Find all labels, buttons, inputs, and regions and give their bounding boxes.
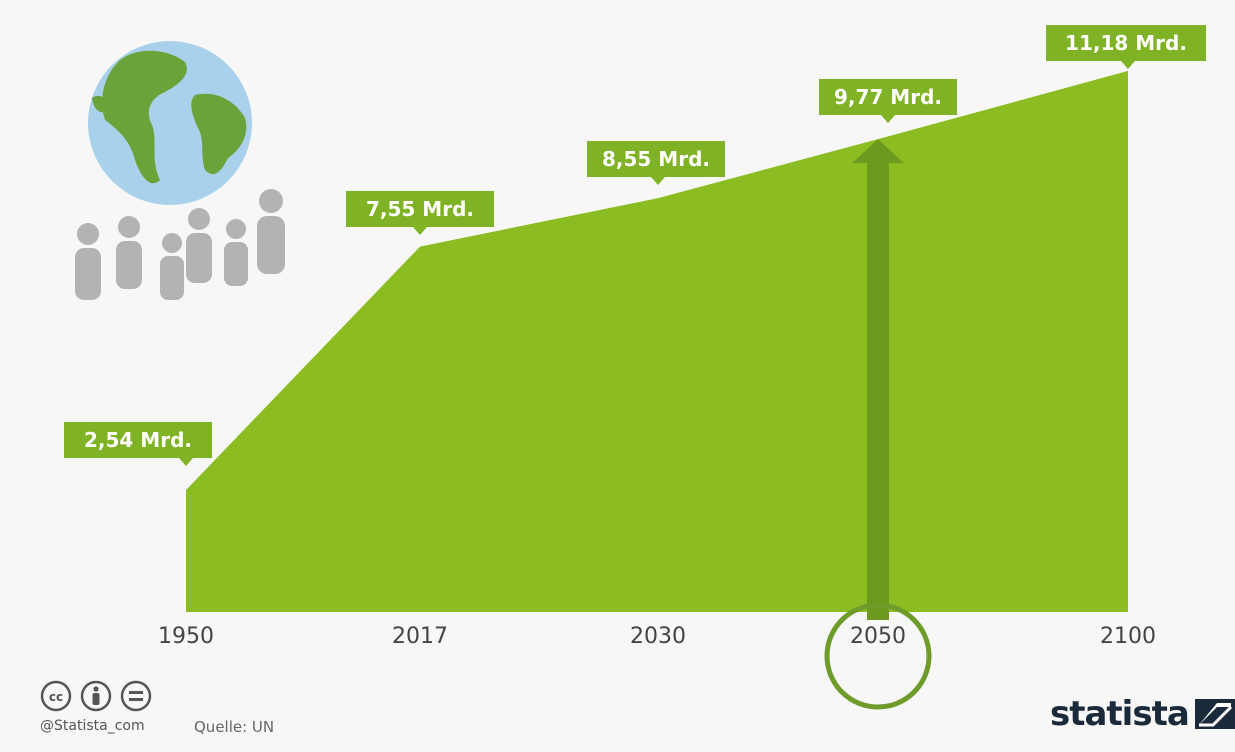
people-group-icon — [75, 189, 285, 300]
data-label-text: 7,55 Mrd. — [366, 197, 474, 221]
highlight-arrow-head — [852, 139, 904, 164]
data-label-text: 2,54 Mrd. — [84, 428, 192, 452]
data-label-2100: 11,18 Mrd. — [1046, 25, 1206, 69]
highlight-circle — [824, 602, 932, 710]
footer-source: Quelle: UN — [194, 718, 275, 736]
statista-mark-icon — [1194, 699, 1235, 729]
population-area — [186, 70, 1128, 612]
x-tick-2017: 2017 — [392, 624, 448, 649]
data-label-2050: 9,77 Mrd. — [819, 79, 957, 123]
license-icons: cc — [40, 680, 170, 719]
x-tick-2050: 2050 — [850, 624, 906, 649]
x-tick-2030: 2030 — [630, 624, 686, 649]
data-label-1950: 2,54 Mrd. — [64, 422, 212, 466]
statista-logo: statista — [1050, 694, 1235, 734]
data-label-text: 8,55 Mrd. — [602, 147, 710, 171]
data-label-text: 9,77 Mrd. — [834, 85, 942, 109]
no-derivatives-icon — [120, 680, 152, 712]
globe-icon — [88, 41, 252, 205]
data-label-2030: 8,55 Mrd. — [587, 141, 725, 185]
highlight-arrow-shaft — [867, 161, 889, 620]
creative-commons-icon: cc — [40, 680, 72, 712]
attribution-icon — [80, 680, 112, 712]
data-label-text: 11,18 Mrd. — [1065, 31, 1187, 55]
brand-name: statista — [1050, 694, 1190, 734]
x-tick-2100: 2100 — [1100, 624, 1156, 649]
footer-handle: @Statista_com — [40, 718, 145, 734]
data-label-2017: 7,55 Mrd. — [346, 191, 494, 235]
svg-text:cc: cc — [49, 690, 63, 704]
x-tick-1950: 1950 — [158, 624, 214, 649]
